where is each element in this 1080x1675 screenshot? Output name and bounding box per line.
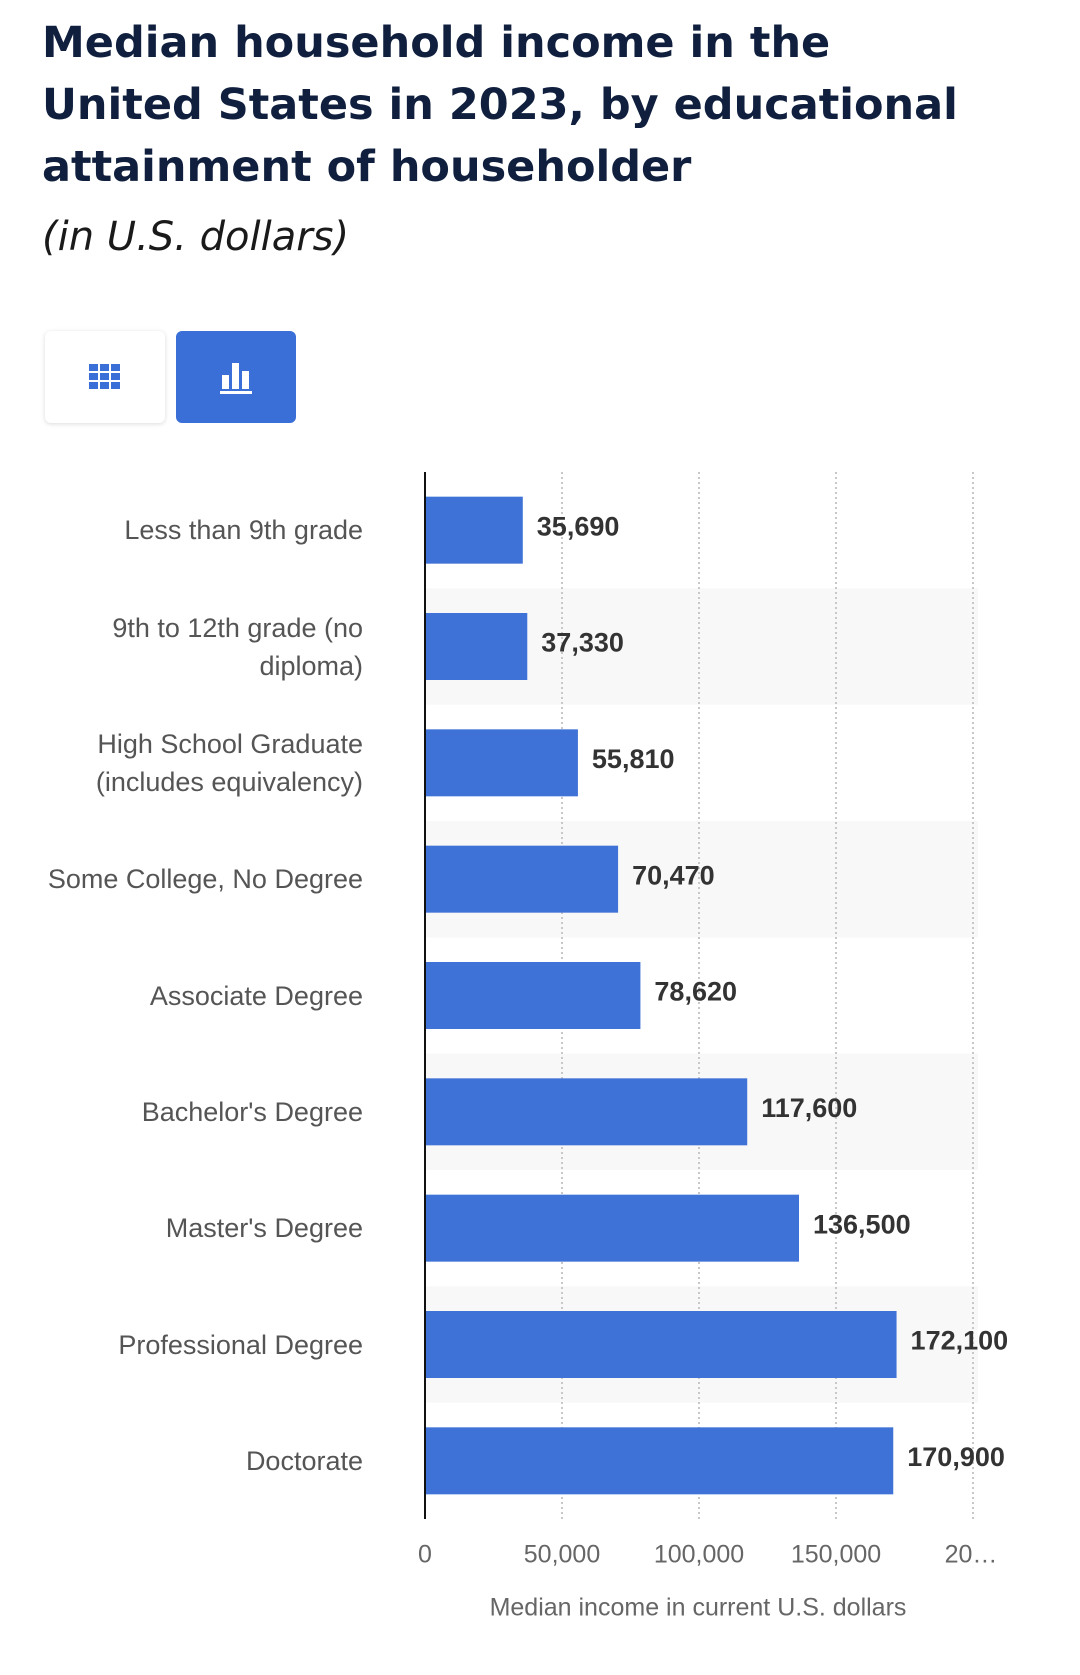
x-axis-label: Median income in current U.S. dollars — [490, 1594, 907, 1622]
x-tick-label: 100,000 — [654, 1541, 744, 1569]
data-label: 78,620 — [654, 977, 737, 1007]
y-tick-label: Associate Degree — [149, 980, 363, 1011]
bar — [425, 729, 578, 797]
bar — [425, 613, 528, 680]
bar — [425, 496, 523, 564]
data-label: 136,500 — [813, 1209, 911, 1239]
chart-icon — [220, 363, 252, 394]
x-tick-label: 20… — [945, 1541, 998, 1569]
x-tick-label: 0 — [418, 1541, 432, 1569]
y-tick-label: Less than 9th grade — [124, 515, 363, 546]
data-label: 55,810 — [592, 744, 675, 774]
chart-view-button[interactable] — [176, 331, 296, 423]
chart-subtitle: (in U.S. dollars) — [42, 214, 350, 260]
y-tick-label: Professional Degree — [118, 1329, 363, 1360]
y-tick-label: High School Graduate (includes equivalen… — [95, 728, 363, 797]
x-tick-label: 150,000 — [791, 1541, 881, 1569]
y-tick-label: Some College, No Degree — [47, 864, 363, 895]
y-tick-label: Master's Degree — [165, 1213, 363, 1244]
bar — [425, 1427, 894, 1495]
chart-title: Median household income in the United St… — [42, 18, 958, 192]
y-tick-label: 9th to 12th grade (no diploma) — [112, 612, 363, 681]
bar — [425, 1311, 897, 1378]
table-icon — [89, 364, 120, 389]
x-tick-label: 50,000 — [524, 1541, 600, 1569]
data-label: 170,900 — [907, 1442, 1005, 1472]
y-tick-label: Doctorate — [245, 1445, 363, 1476]
bar — [425, 1194, 800, 1262]
bar — [425, 1078, 748, 1146]
table-view-button[interactable] — [45, 331, 165, 423]
data-label: 37,330 — [541, 628, 624, 658]
bar — [425, 962, 641, 1029]
data-label: 172,100 — [911, 1326, 1009, 1356]
data-label: 70,470 — [632, 860, 715, 890]
data-label: 117,600 — [761, 1093, 857, 1123]
y-tick-label: Bachelor's Degree — [141, 1096, 363, 1127]
bar — [425, 845, 619, 913]
data-label: 35,690 — [537, 511, 620, 541]
